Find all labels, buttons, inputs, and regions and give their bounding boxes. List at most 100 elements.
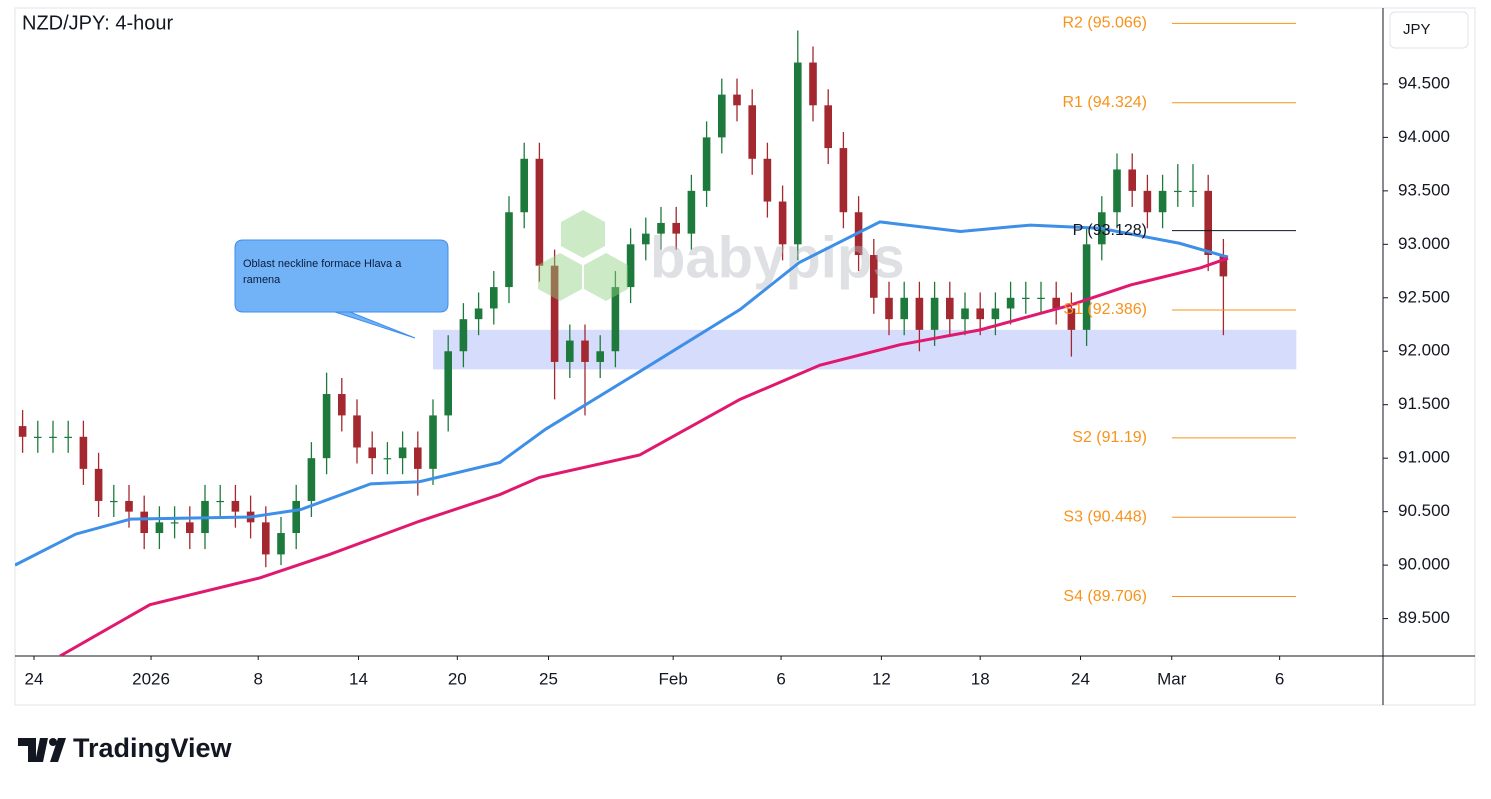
candle-body <box>505 212 513 288</box>
candle-body <box>186 522 194 534</box>
candle-body <box>1189 190 1197 193</box>
frame <box>14 7 1476 706</box>
candle-body <box>338 394 346 416</box>
candle-body <box>474 308 483 320</box>
y-tick-label: 94.500 <box>1398 73 1450 92</box>
candle-body <box>49 436 57 438</box>
candle-body <box>976 308 984 320</box>
candle-body <box>262 522 270 555</box>
y-tick-label: 92.500 <box>1398 287 1450 306</box>
candle-body <box>79 436 88 469</box>
candle-body <box>155 522 164 534</box>
x-tick-label: 18 <box>971 669 990 688</box>
candle-body <box>794 62 802 245</box>
x-tick-label: 24 <box>1071 669 1090 688</box>
candle-body <box>550 265 559 362</box>
candle-body <box>1143 190 1152 213</box>
candle-body <box>581 340 589 362</box>
candle-body <box>763 158 772 202</box>
moving-average <box>15 220 1229 567</box>
candle-body <box>414 447 422 469</box>
candle-body <box>702 137 711 191</box>
candle-body <box>748 105 756 159</box>
chart-title: NZD/JPY: 4-hour <box>22 12 174 34</box>
y-tick-label: 93.000 <box>1398 234 1450 253</box>
y-tick-label: 90.000 <box>1398 555 1450 574</box>
candle-body <box>94 468 103 501</box>
candle-body <box>566 340 574 362</box>
candle-body <box>535 158 544 266</box>
candle-body <box>459 319 468 352</box>
candle-body <box>398 447 407 459</box>
candle-body <box>1037 297 1045 299</box>
candle-body <box>657 222 665 234</box>
candle-body <box>1052 297 1060 309</box>
candle-body <box>125 500 133 512</box>
candle-body <box>596 351 604 362</box>
annotation: Oblast neckline formace Hlava a ramena <box>243 258 402 286</box>
pivot-label: P (93.128) <box>1073 222 1147 239</box>
candle-body <box>34 436 42 438</box>
x-tick-label: 6 <box>1275 669 1284 688</box>
pivot-label: S4 (89.706) <box>1063 588 1147 605</box>
pivot-label: R1 (94.324) <box>1063 94 1148 111</box>
watermark: babypips <box>538 210 905 301</box>
candle-body <box>778 201 787 245</box>
candle-body <box>1006 297 1015 309</box>
candle-body <box>231 500 240 512</box>
candle-body <box>626 244 635 288</box>
pivot-label: S3 (90.448) <box>1063 508 1147 525</box>
candle-body <box>687 190 696 234</box>
candle-body <box>824 105 832 149</box>
callout <box>234 239 449 339</box>
logo: TradingView <box>18 733 233 763</box>
candle-body <box>733 94 741 106</box>
y-tick-label: 93.500 <box>1398 180 1450 199</box>
candle-body <box>444 351 452 416</box>
y-tick-label: 92.000 <box>1398 341 1450 360</box>
candle-body <box>170 522 179 524</box>
x-tick-label: 20 <box>448 669 467 688</box>
x-tick-label: Mar <box>1157 669 1187 688</box>
candle-body <box>642 233 650 245</box>
candle-body <box>839 148 848 213</box>
y-tick-label: 91.000 <box>1398 448 1450 467</box>
candle-body <box>809 62 817 106</box>
x-tick-label: 24 <box>25 669 44 688</box>
x-tick-label: 6 <box>776 669 785 688</box>
candle-body <box>930 297 939 330</box>
candle-body <box>353 415 361 448</box>
x-tick-label: 2026 <box>132 669 170 688</box>
candle-body <box>1128 169 1136 191</box>
candle-body <box>140 511 148 534</box>
candle-body <box>1022 297 1030 299</box>
candle-body <box>307 458 316 501</box>
candle-body <box>870 255 878 298</box>
y-tick-label: 89.500 <box>1398 608 1450 627</box>
candle-body <box>110 500 118 503</box>
candle-body <box>1067 308 1076 330</box>
x-tick-label: 14 <box>349 669 368 688</box>
candle-body <box>322 394 331 459</box>
x-tick-label: 25 <box>539 669 558 688</box>
moving-average <box>59 256 1229 656</box>
candle-body <box>991 308 1000 320</box>
x-tick-label: 8 <box>253 669 262 688</box>
plot-lines <box>15 220 1229 656</box>
candle-body <box>520 158 528 213</box>
candle-body <box>18 426 27 437</box>
candle-body <box>672 222 680 234</box>
x-tick-label: 12 <box>872 669 891 688</box>
candle-body <box>490 287 498 309</box>
pivot-label: S1 (92.386) <box>1063 301 1147 318</box>
currency-box <box>1389 11 1469 49</box>
footer-text: TradingView <box>73 733 233 763</box>
candle-body <box>1174 190 1182 193</box>
candle-body <box>368 447 376 459</box>
candle-body <box>611 287 620 352</box>
candle-body <box>1158 190 1167 213</box>
pivot-label: R2 (95.066) <box>1063 15 1148 32</box>
candle-body <box>915 297 924 330</box>
neckline-zone <box>433 329 1297 370</box>
